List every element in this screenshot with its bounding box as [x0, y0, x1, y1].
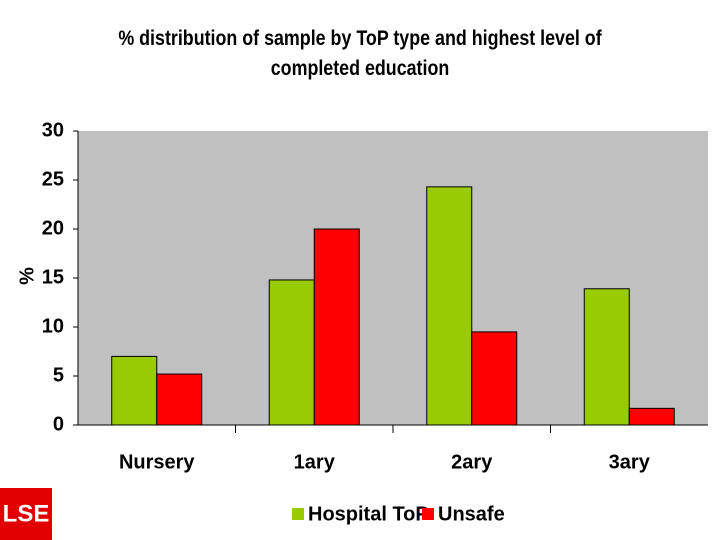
y-tick-label: 0 [53, 413, 64, 435]
bar [583, 288, 630, 426]
legend-label: Hospital ToP [308, 503, 429, 525]
y-tick-label: 30 [42, 119, 64, 141]
bar [156, 373, 203, 426]
logo: LSE [3, 500, 50, 527]
y-tick-label: 25 [42, 168, 64, 190]
x-tick-label: 2ary [451, 451, 493, 473]
legend-label: Unsafe [438, 503, 505, 525]
legend-swatch [422, 508, 434, 520]
bar [426, 186, 473, 426]
bar [313, 228, 360, 426]
x-tick-label: 3ary [609, 451, 651, 473]
bar [628, 407, 675, 426]
y-tick-label: 10 [42, 315, 64, 337]
legend-swatch [292, 508, 304, 520]
bar [471, 331, 518, 426]
y-tick-label: 20 [42, 217, 64, 239]
y-tick-label: 15 [42, 266, 64, 288]
bar [111, 355, 158, 426]
bar [268, 279, 315, 426]
y-axis-label: % [16, 267, 38, 285]
x-tick-label: 1ary [294, 451, 336, 473]
logo-box [0, 488, 52, 540]
y-tick-label: 5 [53, 364, 64, 386]
x-tick-label: Nursery [119, 451, 195, 473]
chart-title: % distribution of sample by ToP type and… [118, 27, 602, 80]
